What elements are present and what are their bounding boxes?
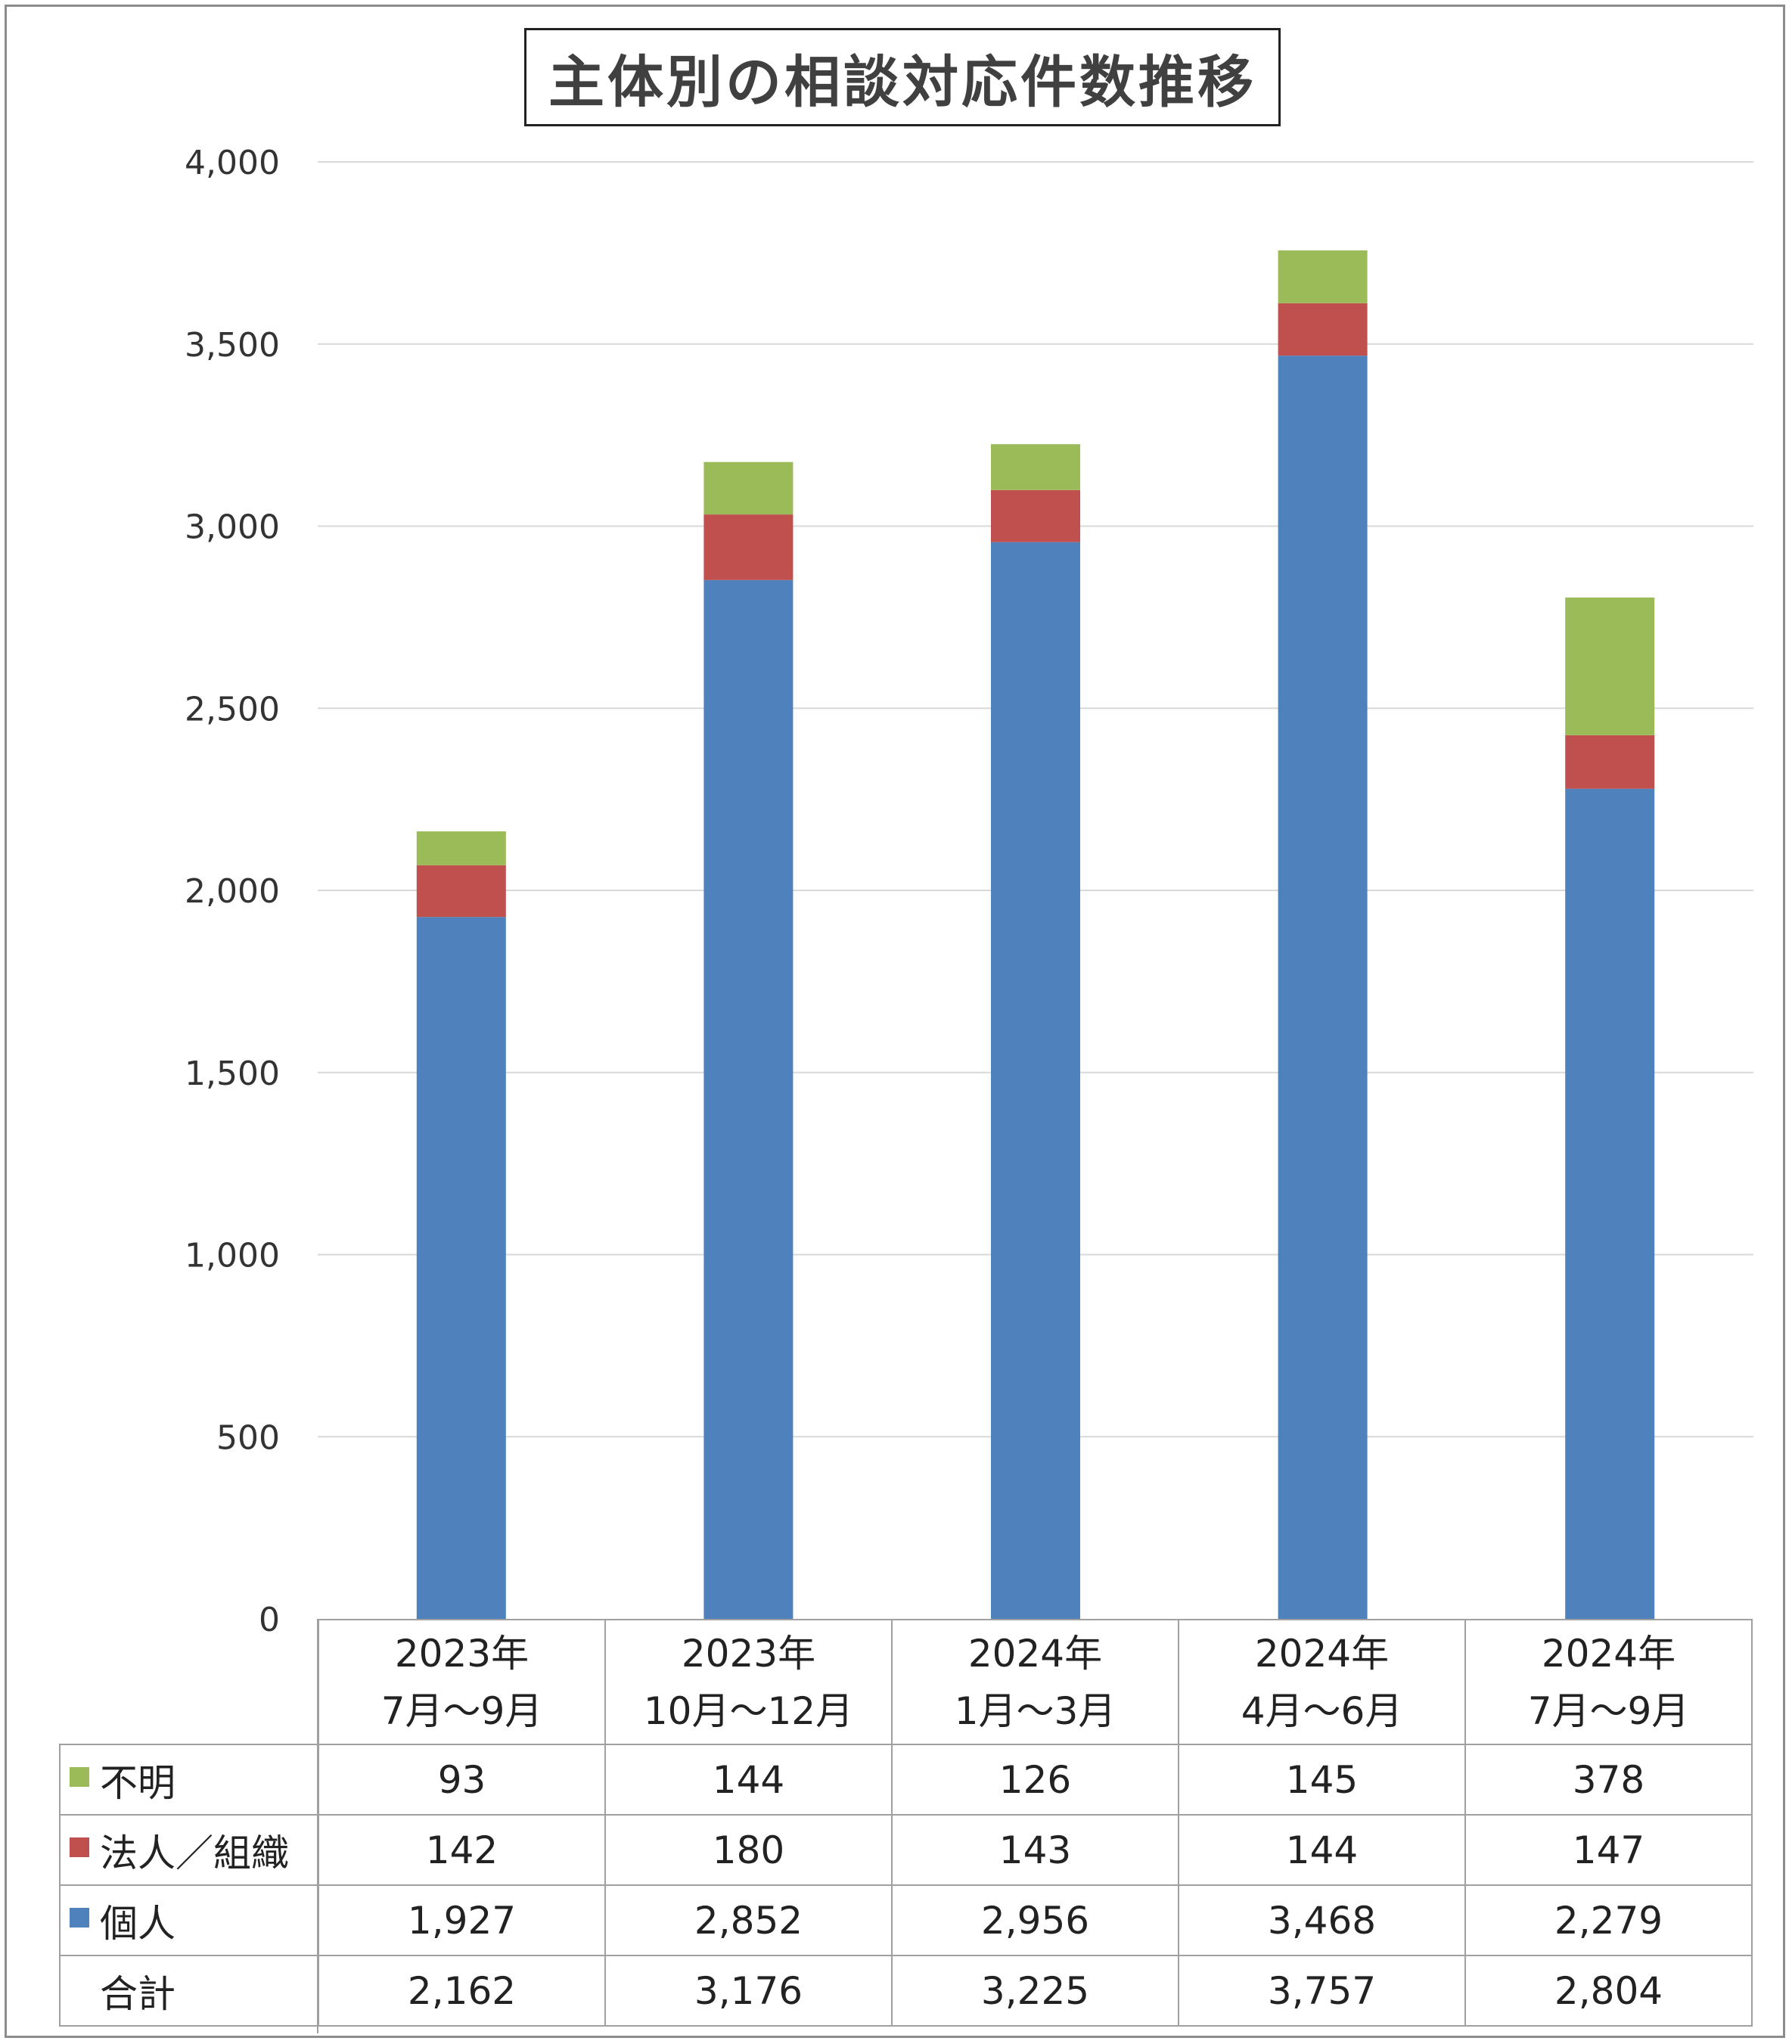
bar-segment <box>703 579 794 1620</box>
category-header: 2024年 7月～9月 <box>1464 1619 1753 1745</box>
legend-key-individual <box>70 1907 89 1928</box>
bar-segment <box>703 514 794 580</box>
data-table: 2023年 7月～9月 2023年 10月～12月 2024年 1月～3月 20… <box>59 1619 1753 2027</box>
table-cell: 126 <box>891 1744 1179 1816</box>
bar-segment <box>703 461 794 515</box>
table-header-row: 2023年 7月～9月 2023年 10月～12月 2024年 1月～3月 20… <box>60 1619 1753 1745</box>
category-header: 2023年 7月～9月 <box>318 1619 606 1745</box>
legend-key-unknown <box>70 1766 89 1787</box>
bar-segment <box>416 917 506 1619</box>
table-corner <box>60 1620 319 1745</box>
table-cell: 3,757 <box>1178 1955 1466 2027</box>
bar-segment <box>416 865 506 918</box>
table-cell: 2,804 <box>1464 1955 1753 2027</box>
row-label: 法人／組織 <box>59 1814 319 1886</box>
table-cell: 2,162 <box>318 1955 606 2027</box>
chart-title: 主体別の相談対応件数推移 <box>524 28 1281 126</box>
table-cell: 3,468 <box>1178 1884 1466 1956</box>
category-header-text: 2023年 10月～12月 <box>643 1631 854 1733</box>
bar-segment <box>991 444 1080 490</box>
bar-segment <box>991 542 1080 1619</box>
category-header-text: 2024年 1月～3月 <box>954 1631 1117 1733</box>
y-tick-label: 2,500 <box>185 690 280 728</box>
bar-segment <box>416 831 506 865</box>
category-header-text: 2024年 7月～9月 <box>1527 1631 1690 1733</box>
table-cell: 145 <box>1178 1744 1466 1816</box>
legend-key-corporate <box>70 1837 89 1857</box>
row-label-text: 法人／組織 <box>100 1831 289 1875</box>
category-header: 2024年 1月～3月 <box>891 1619 1179 1745</box>
y-tick-label: 2,000 <box>185 872 280 911</box>
bar-segment <box>1565 597 1655 735</box>
table-row-individual: 個人 1,927 2,852 2,956 3,468 2,279 <box>59 1884 1753 1956</box>
table-row-corporate: 法人／組織 142 180 143 144 147 <box>59 1814 1753 1886</box>
table-cell: 144 <box>604 1744 893 1816</box>
table-row-total: 合計 2,162 3,176 3,225 3,757 2,804 <box>59 1955 1753 2027</box>
table-cell: 2,852 <box>604 1884 893 1956</box>
table-cell: 3,176 <box>604 1955 893 2027</box>
row-label-text: 個人 <box>100 1901 175 1946</box>
y-tick-label: 3,500 <box>185 326 280 365</box>
table-cell: 3,225 <box>891 1955 1179 2027</box>
category-header-text: 2023年 7月～9月 <box>380 1631 543 1733</box>
table-cell: 1,927 <box>318 1884 606 1956</box>
bar-segment <box>1278 303 1368 356</box>
row-label-text: 不明 <box>100 1760 175 1805</box>
y-tick-label: 1,000 <box>185 1237 280 1275</box>
category-header: 2024年 4月～6月 <box>1178 1619 1466 1745</box>
table-cell: 378 <box>1464 1744 1753 1816</box>
table-cell: 147 <box>1464 1814 1753 1886</box>
table-cell: 93 <box>318 1744 606 1816</box>
y-tick-label: 1,500 <box>185 1055 280 1093</box>
y-tick-label: 4,000 <box>185 144 280 182</box>
table-row-unknown: 不明 93 144 126 145 378 <box>59 1744 1753 1816</box>
row-label: 不明 <box>59 1744 319 1816</box>
table-cell: 2,279 <box>1464 1884 1753 1956</box>
bar-segment <box>1565 735 1655 789</box>
table-cell: 144 <box>1178 1814 1466 1886</box>
y-tick-label: 500 <box>216 1418 280 1457</box>
table-cell: 180 <box>604 1814 893 1886</box>
bar-segment <box>991 489 1080 542</box>
bar-segment <box>1278 356 1368 1620</box>
table-cell: 143 <box>891 1814 1179 1886</box>
row-label-text: 合計 <box>100 1971 175 2016</box>
table-cell: 142 <box>318 1814 606 1886</box>
table-cell: 2,956 <box>891 1884 1179 1956</box>
bar-segment <box>1278 250 1368 303</box>
bar-segment <box>1565 788 1655 1619</box>
category-header: 2023年 10月～12月 <box>604 1619 893 1745</box>
category-header-text: 2024年 4月～6月 <box>1241 1631 1403 1733</box>
row-label: 個人 <box>59 1884 319 1956</box>
y-tick-label: 3,000 <box>185 508 280 547</box>
row-label: 合計 <box>59 1955 319 2027</box>
